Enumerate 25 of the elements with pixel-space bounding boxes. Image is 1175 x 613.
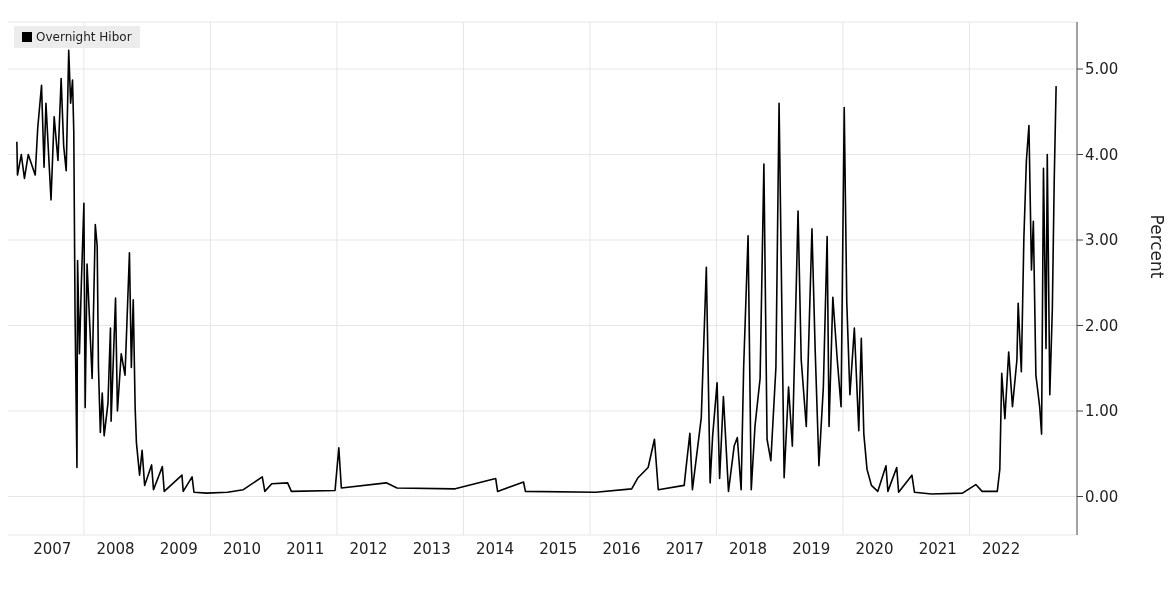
x-tick-label: 2012	[349, 539, 388, 558]
x-tick-label: 2020	[855, 539, 894, 558]
y-tick-label: 2.00	[1085, 316, 1119, 335]
y-tick-label: 4.00	[1085, 145, 1119, 164]
x-tick-label: 2013	[412, 539, 451, 558]
x-tick-label: 2018	[728, 539, 768, 558]
x-tick-label: 2008	[96, 539, 135, 558]
x-tick-label: 2007	[33, 539, 72, 558]
x-tick-label: 2016	[602, 539, 641, 558]
y-tick-label: 5.00	[1085, 60, 1119, 79]
y-tick-label: 0.00	[1085, 487, 1119, 506]
x-tick-label: 2011	[286, 539, 325, 558]
y-tick-label: 1.00	[1085, 402, 1119, 421]
x-tick-label: 2017	[665, 539, 704, 558]
legend-label: Overnight Hibor	[36, 30, 132, 44]
x-tick-label: 2014	[475, 539, 515, 558]
x-tick-label: 2009	[159, 539, 198, 558]
x-tick-label: 2021	[918, 539, 957, 558]
x-tick-label: 2010	[222, 539, 262, 558]
x-tick-label: 2019	[792, 539, 831, 558]
x-tick-label: 2022	[982, 539, 1021, 558]
y-axis-title: Percent	[1146, 214, 1167, 279]
line-series	[16, 49, 1057, 495]
y-tick-label: 3.00	[1085, 231, 1119, 250]
x-tick-label: 2015	[539, 539, 578, 558]
